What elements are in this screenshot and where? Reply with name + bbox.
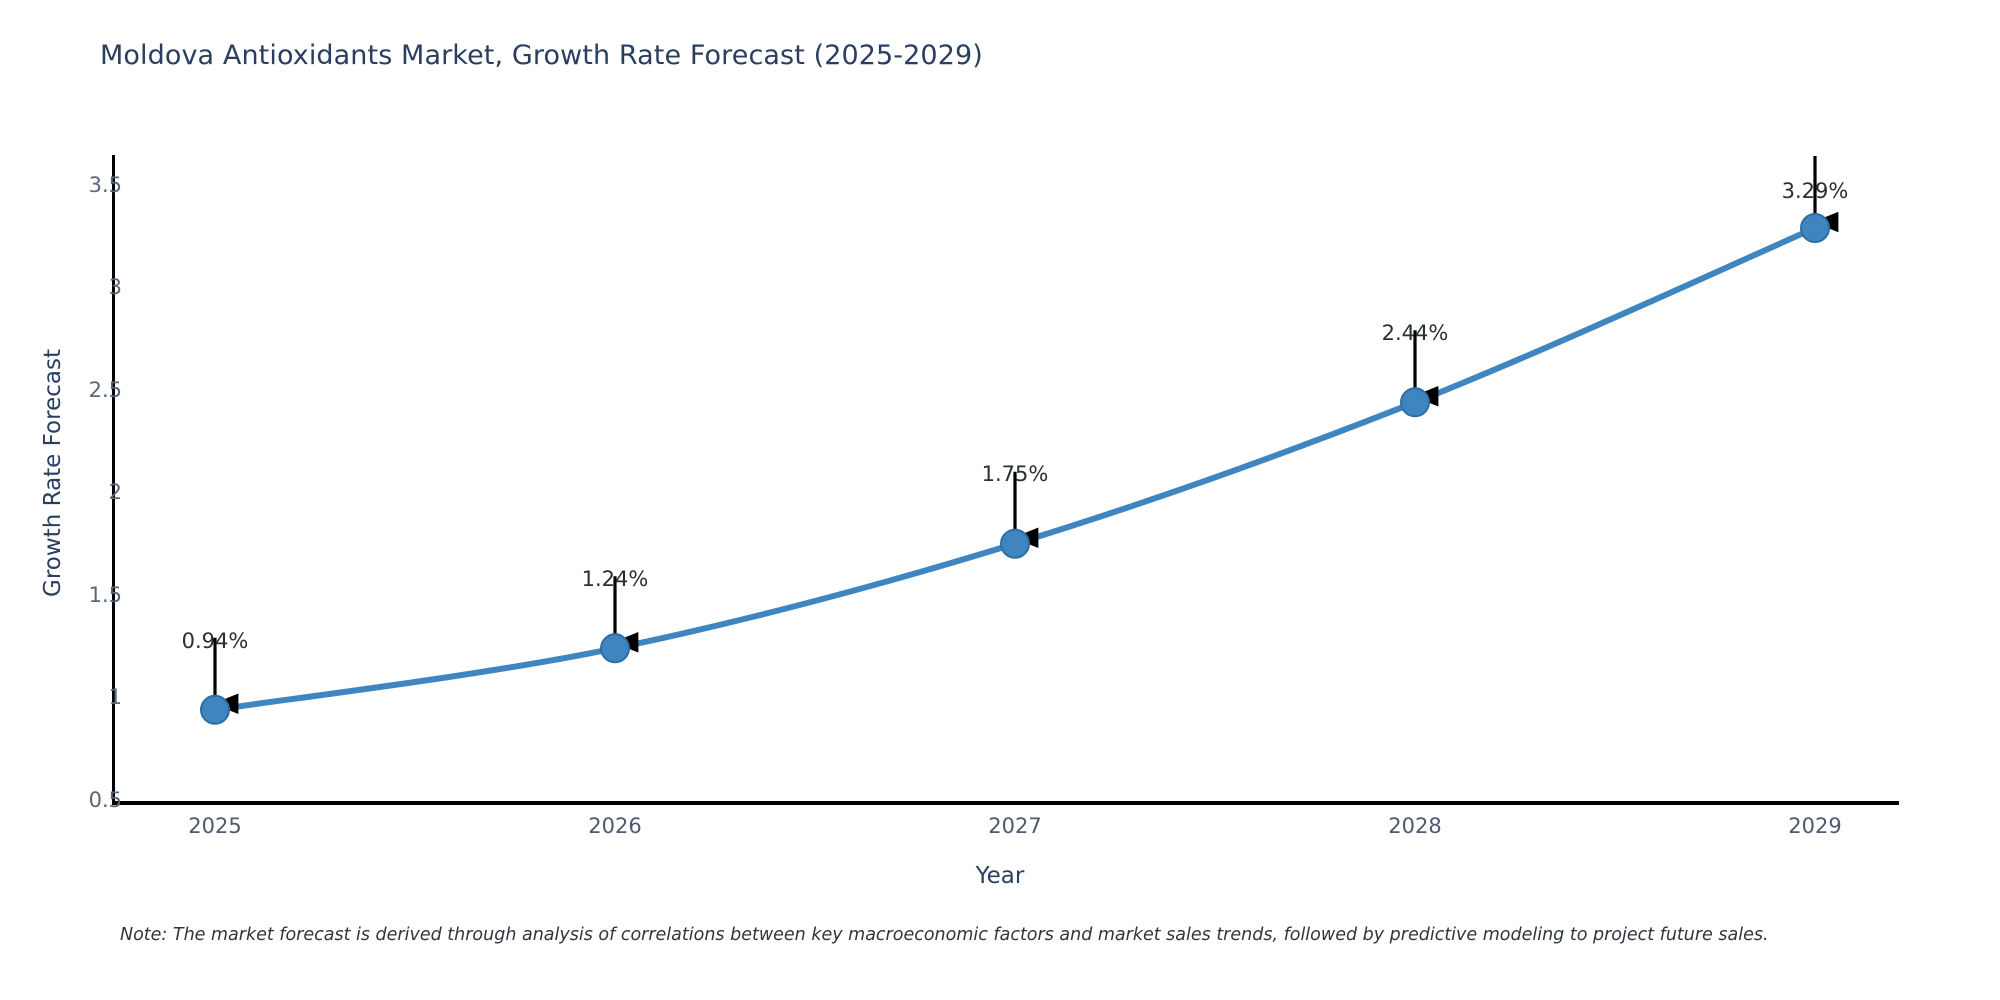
y-tick-label-3: 2 (108, 480, 122, 504)
annotation-arrows (212, 156, 1839, 715)
data-point-2025[interactable] (200, 694, 230, 725)
x-tick-label-2028: 2028 (1388, 814, 1442, 838)
chart-title: Moldova Antioxidants Market, Growth Rate… (100, 40, 983, 71)
y-tick-label-6: 3.5 (88, 173, 122, 197)
data-point-markers (200, 213, 1830, 725)
y-axis-line (112, 155, 115, 805)
x-tick-label-2027: 2027 (988, 814, 1042, 838)
y-tick-label-1: 1 (108, 685, 122, 709)
y-tick-label-4: 2.5 (88, 378, 122, 402)
x-tick-label-2029: 2029 (1788, 814, 1842, 838)
data-label-2026: 1.24% (581, 567, 649, 591)
x-tick-label-2026: 2026 (588, 814, 642, 838)
y-tick-label-0: 0.5 (88, 788, 122, 812)
data-point-2029[interactable] (1800, 213, 1830, 244)
data-point-2027[interactable] (1000, 528, 1030, 559)
data-label-2028: 2.44% (1381, 321, 1449, 345)
data-label-2029: 3.29% (1781, 179, 1849, 203)
x-axis-line (112, 801, 1899, 805)
y-tick-label-2: 1.5 (88, 583, 122, 607)
x-axis-title: Year (975, 863, 1025, 889)
footnote-text: Note: The market forecast is derived thr… (120, 925, 1769, 945)
data-label-2027: 1.75% (981, 462, 1049, 486)
y-tick-label-5: 3 (108, 275, 122, 299)
x-tick-label-2025: 2025 (188, 814, 242, 838)
data-label-2025: 0.94% (181, 629, 249, 653)
data-point-2028[interactable] (1400, 387, 1430, 418)
data-point-2026[interactable] (600, 633, 630, 664)
